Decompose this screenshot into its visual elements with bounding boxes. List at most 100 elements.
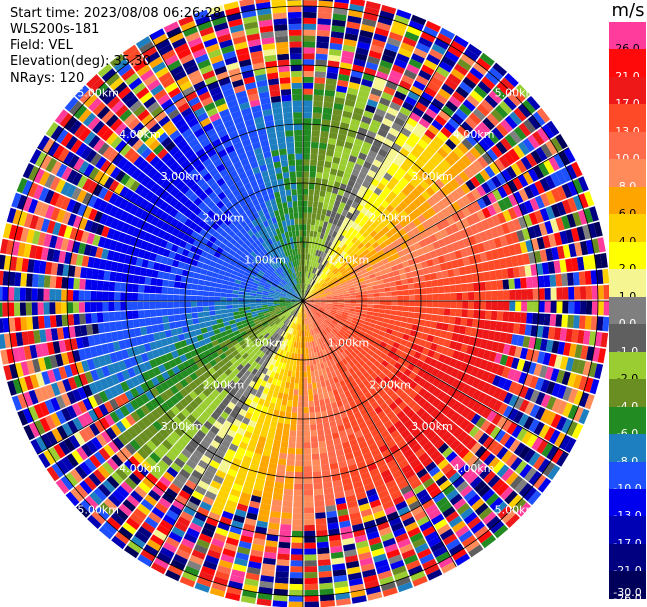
range-gate xyxy=(364,353,372,360)
range-gate xyxy=(303,460,312,467)
range-gate xyxy=(367,269,375,276)
range-gate xyxy=(116,262,124,273)
range-gate xyxy=(396,439,407,449)
range-gate xyxy=(416,489,429,500)
range-gate xyxy=(58,340,67,353)
range-gate xyxy=(283,494,293,502)
range-gate xyxy=(411,53,425,64)
range-gate xyxy=(489,497,504,511)
range-gate xyxy=(106,364,116,375)
range-gate xyxy=(311,141,319,149)
range-gate xyxy=(461,309,468,318)
range-gate xyxy=(332,156,341,164)
range-gate xyxy=(239,422,248,431)
range-gate xyxy=(220,425,230,434)
range-gate xyxy=(401,278,408,285)
range-gate xyxy=(446,243,455,253)
range-gate xyxy=(44,415,56,430)
range-gate xyxy=(303,177,309,184)
range-gate xyxy=(265,438,274,446)
range-gate xyxy=(120,381,130,393)
range-gate xyxy=(330,288,337,292)
range-gate xyxy=(322,266,328,273)
range-gate xyxy=(355,309,362,313)
range-gate xyxy=(269,457,279,465)
range-gate xyxy=(312,307,318,313)
range-gate xyxy=(232,294,239,298)
range-gate xyxy=(411,227,421,236)
range-gate xyxy=(400,429,411,439)
range-gate xyxy=(303,242,306,248)
range-gate xyxy=(46,248,55,262)
range-gate xyxy=(282,375,288,382)
range-gate xyxy=(196,538,210,549)
range-gate xyxy=(482,240,491,252)
range-gate xyxy=(31,288,38,301)
range-gate xyxy=(322,321,328,328)
range-gate xyxy=(393,434,404,444)
range-gate xyxy=(333,485,344,494)
range-gate xyxy=(479,310,486,320)
range-gate xyxy=(112,437,125,450)
range-gate xyxy=(411,270,419,278)
range-gate xyxy=(173,554,188,566)
range-gate xyxy=(326,318,332,324)
range-gate xyxy=(431,119,444,131)
range-gate xyxy=(303,354,307,360)
range-gate xyxy=(430,182,440,193)
range-gate xyxy=(98,447,111,461)
range-gate xyxy=(529,183,540,197)
range-gate xyxy=(215,570,230,581)
range-gate xyxy=(433,423,444,434)
range-gate xyxy=(226,308,234,313)
range-gate xyxy=(158,331,167,340)
range-gate xyxy=(332,336,339,343)
range-gate xyxy=(388,127,400,137)
range-gate xyxy=(399,382,409,392)
range-gate xyxy=(145,440,157,452)
range-gate xyxy=(410,148,421,159)
range-gate xyxy=(298,306,302,313)
range-gate xyxy=(379,242,387,250)
range-gate xyxy=(512,266,520,278)
range-gate xyxy=(295,347,299,354)
range-gate xyxy=(431,513,445,526)
range-gate xyxy=(314,302,321,305)
range-gate xyxy=(124,390,135,402)
range-gate xyxy=(160,338,169,347)
range-gate xyxy=(410,570,426,582)
range-gate xyxy=(227,468,238,478)
range-gate xyxy=(31,230,41,245)
range-gate xyxy=(189,495,202,506)
range-gate xyxy=(449,308,457,317)
range-gate xyxy=(407,423,418,434)
range-gate xyxy=(438,286,445,294)
range-gate xyxy=(291,406,298,413)
range-gate xyxy=(69,253,78,265)
range-gate xyxy=(203,280,211,287)
range-gate xyxy=(55,479,70,495)
range-gate xyxy=(360,284,367,289)
range-gate xyxy=(303,218,307,225)
range-gate xyxy=(309,266,312,273)
range-gate xyxy=(315,177,322,185)
range-gate xyxy=(182,418,193,429)
range-gate xyxy=(329,345,336,352)
range-gate xyxy=(314,297,321,300)
range-gate xyxy=(556,245,565,259)
range-gate xyxy=(244,309,252,314)
range-gate xyxy=(294,471,303,478)
range-gate xyxy=(426,259,434,267)
range-gate xyxy=(109,352,118,363)
range-gate xyxy=(325,191,332,199)
range-gate xyxy=(216,368,225,376)
range-gate xyxy=(320,594,335,602)
range-gate xyxy=(316,35,330,43)
range-gate xyxy=(25,302,32,316)
range-gate xyxy=(261,455,270,463)
range-gate xyxy=(336,340,343,347)
range-gate xyxy=(353,339,361,346)
range-gate xyxy=(353,246,360,254)
range-gate xyxy=(390,310,397,316)
range-gate xyxy=(347,327,355,333)
